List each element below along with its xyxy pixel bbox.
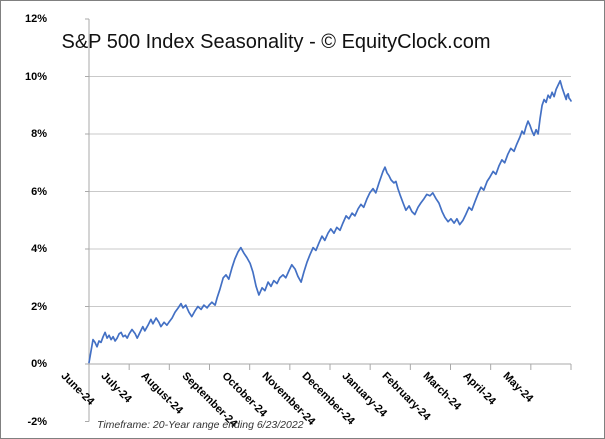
y-axis-label-4pct: 4% [31,243,47,255]
y-axis-label-10pct: 10% [24,70,47,83]
y-axis-label-12pct: 12% [24,13,47,25]
seasonality-line [88,79,572,364]
y-axis-label-2pct: 2% [31,300,47,313]
y-axis-label--2pct: -2% [27,415,47,428]
y-axis-label-6pct: 6% [31,185,47,198]
chart-title: S&P 500 Index Seasonality - © EquityCloc… [61,31,491,53]
y-axis-label-0pct: 0% [31,358,47,370]
y-axis-label-8pct: 8% [31,128,47,140]
timeframe-note: Timeframe: 20-Year range ending 6/23/202… [97,419,304,431]
